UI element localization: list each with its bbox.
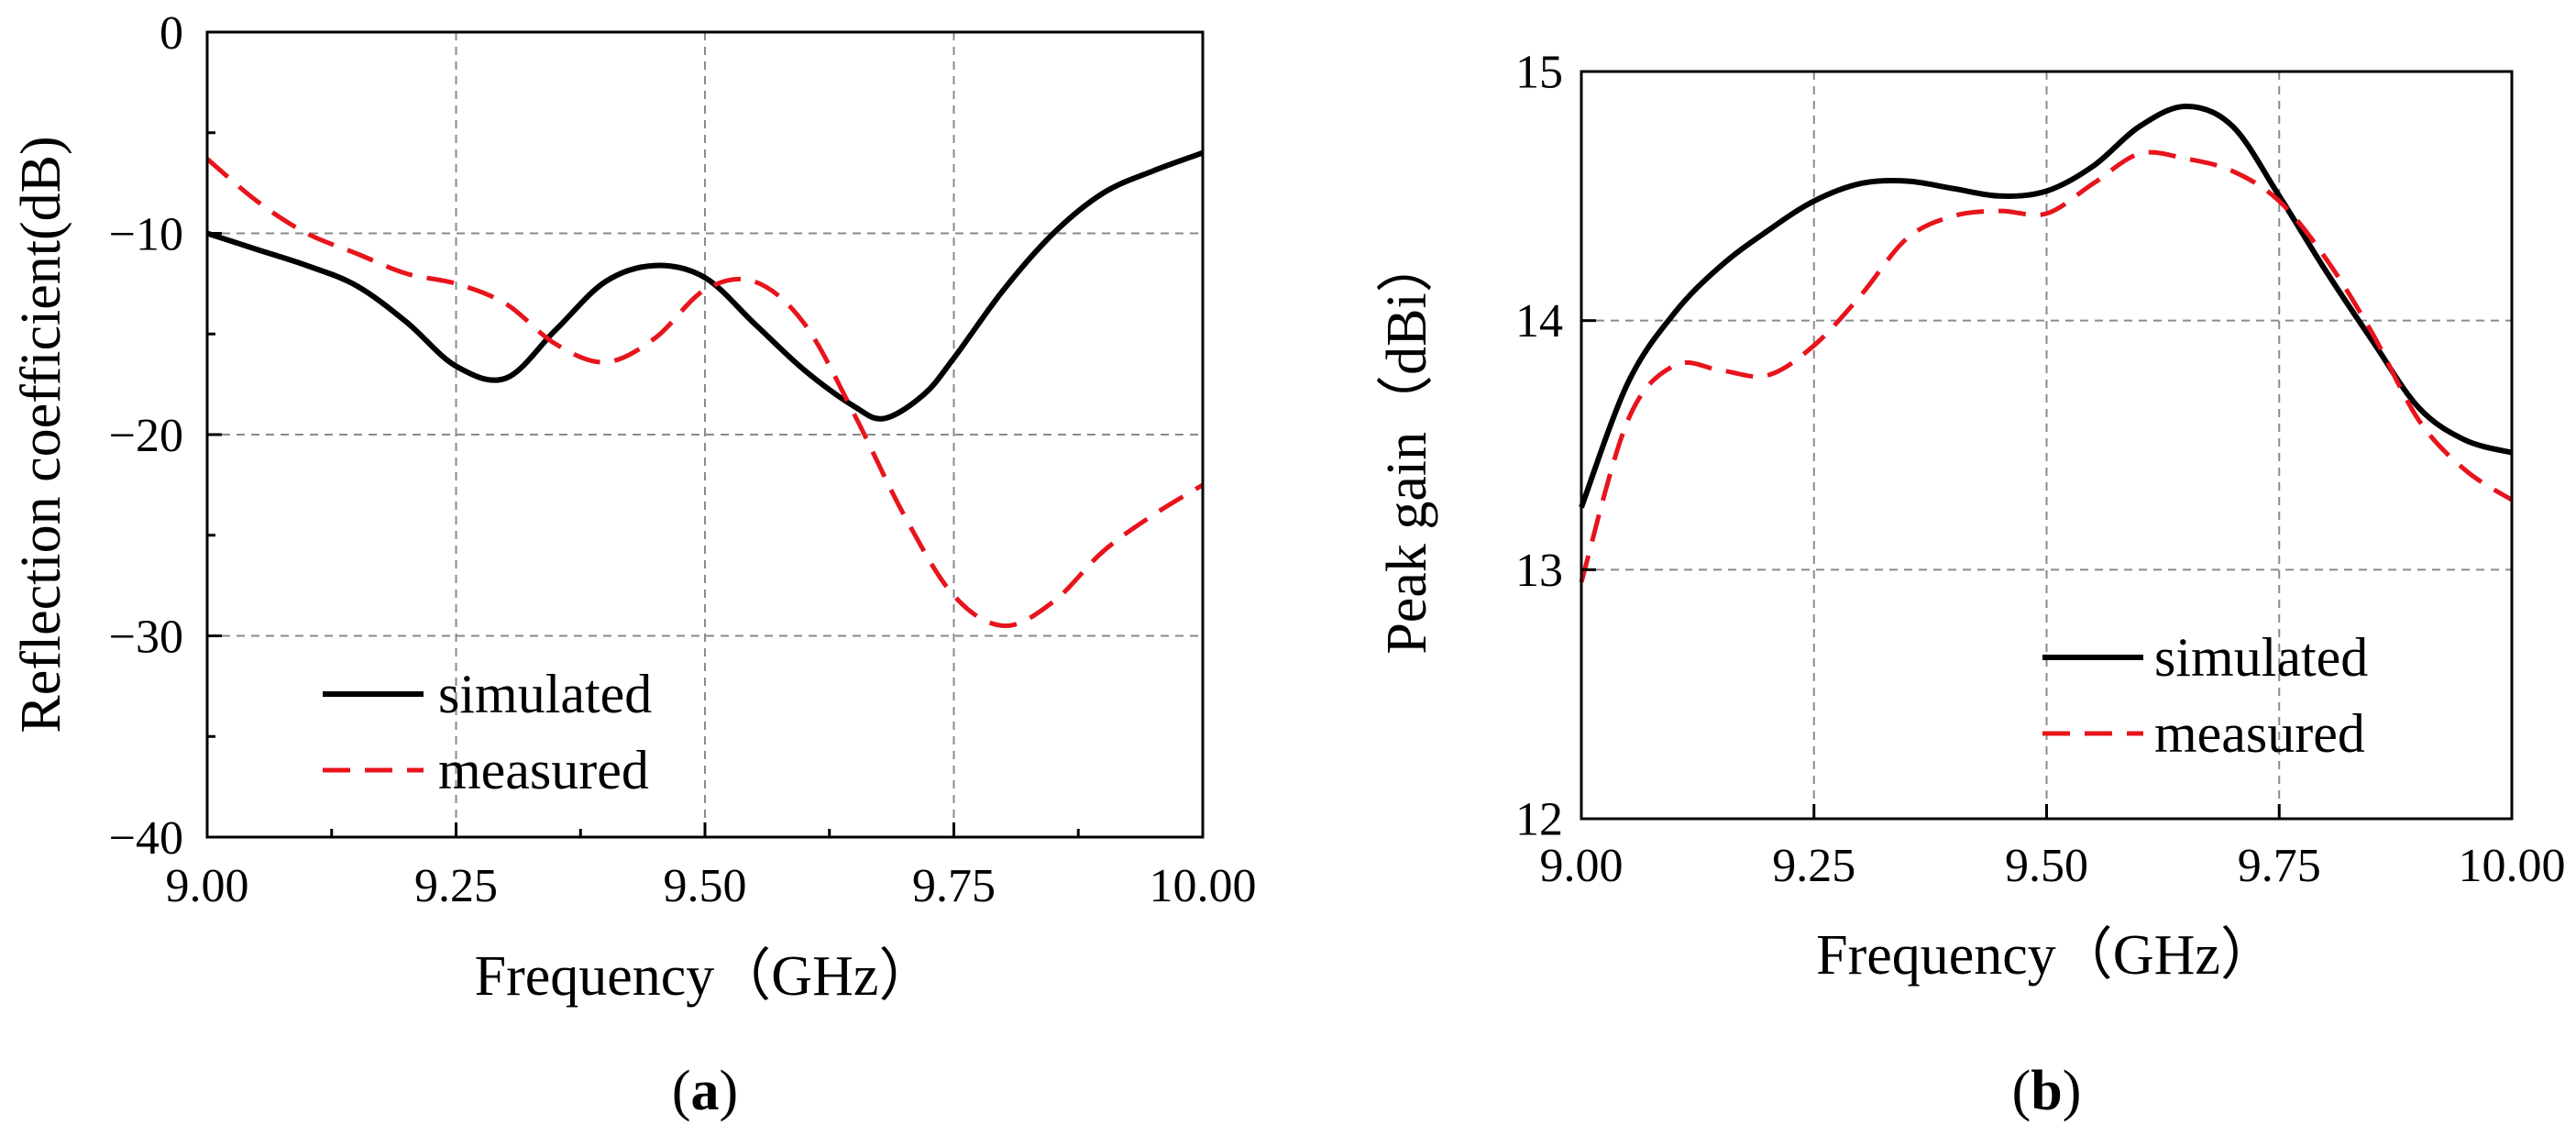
panel-a-label: (a): [672, 1060, 738, 1122]
x-tick-label: 10.00: [1150, 860, 1257, 912]
series-line-simulated: [206, 149, 1205, 422]
panel-b-peak-gain-chart: 9.00 9.25 9.50 9.75 10.00 12 13 14 15 Frequency（…: [1376, 47, 2566, 1123]
panel-b-x-axis-label: Frequency（GHz）: [1816, 924, 2277, 987]
panel-a-reflection-coefficient-chart: 9.00 9.25 9.50 9.75 10.00 0 −10 −20 −30 −40 Frequ…: [10, 7, 1257, 1122]
y-tick-label: −30: [109, 612, 183, 664]
x-tick-label: 9.00: [1540, 840, 1624, 892]
panel-b-y-axis-label: Peak gain（dBi）: [1376, 236, 1438, 654]
y-tick-label: −40: [109, 812, 183, 865]
panel-b-gridlines: [1581, 72, 2512, 819]
legend-label-measured: measured: [438, 740, 649, 800]
panel-b-ticks: 9.00 9.25 9.50 9.75 10.00 12 13 14 15: [1515, 47, 2566, 893]
legend-label-simulated: simulated: [438, 664, 652, 724]
series-line-measured: [1579, 149, 2514, 583]
y-tick-label: −10: [109, 209, 183, 261]
y-tick-label: −20: [109, 410, 183, 462]
x-tick-label: 10.00: [2459, 840, 2566, 892]
series-line-simulated: [1579, 104, 2513, 509]
panel-a-label-letter: a: [691, 1060, 720, 1122]
x-tick-label: 9.25: [1772, 840, 1855, 892]
x-tick-label: 9.75: [912, 860, 996, 912]
x-tick-label: 9.75: [2238, 840, 2321, 892]
y-tick-label: 14: [1515, 295, 1563, 347]
panel-a-gridlines: [207, 32, 1203, 837]
legend-label-simulated: simulated: [2154, 627, 2368, 688]
x-tick-label: 9.50: [2005, 840, 2088, 892]
x-tick-label: 9.25: [414, 860, 498, 912]
panel-b-label-letter: b: [2031, 1060, 2062, 1122]
panel-a-legend: simulated measured: [323, 664, 652, 800]
panel-a-ticks: 9.00 9.25 9.50 9.75 10.00 0 −10 −20 −30 −40: [109, 7, 1257, 912]
panel-b-legend: simulated measured: [2042, 627, 2368, 764]
y-tick-label: 12: [1515, 794, 1563, 846]
panel-b-series: [1579, 104, 2514, 583]
y-tick-label: 15: [1515, 47, 1563, 99]
panel-b-label: (b): [2012, 1060, 2082, 1122]
y-tick-label: 13: [1515, 545, 1563, 597]
legend-label-measured: measured: [2154, 703, 2365, 764]
series-line-measured: [205, 157, 1205, 629]
panel-a-x-axis-label: Frequency（GHz）: [475, 945, 936, 1008]
panel-a-series: [205, 149, 1205, 629]
x-tick-label: 9.50: [664, 860, 747, 912]
x-tick-label: 9.00: [166, 860, 249, 912]
y-tick-label: 0: [160, 7, 183, 60]
panel-a-y-axis-label: Reflection coefficient(dB): [10, 136, 72, 733]
